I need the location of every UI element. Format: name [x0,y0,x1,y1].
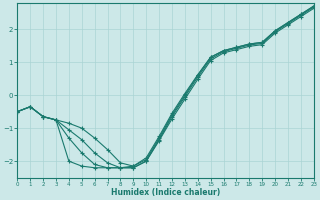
X-axis label: Humidex (Indice chaleur): Humidex (Indice chaleur) [111,188,220,197]
